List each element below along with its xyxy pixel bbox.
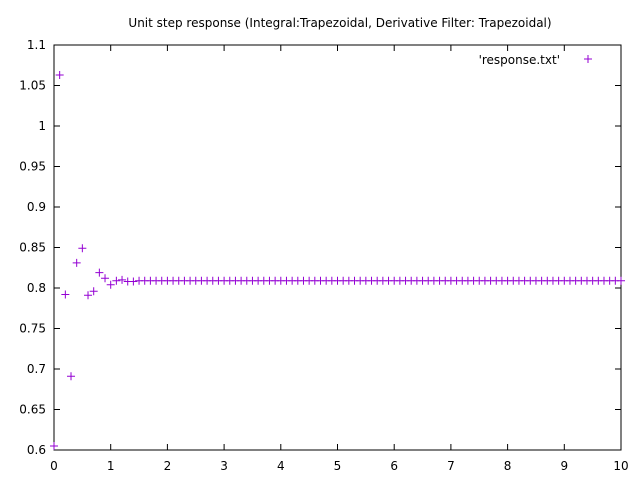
- data-point: [617, 276, 625, 285]
- data-points: [50, 70, 625, 450]
- data-point: [129, 277, 138, 286]
- data-point: [50, 441, 58, 450]
- y-tick-label: 0.75: [19, 322, 46, 336]
- y-tick-label: 0.9: [27, 200, 46, 214]
- data-point: [55, 70, 64, 79]
- data-point: [118, 275, 127, 284]
- x-tick-label: 4: [277, 459, 285, 473]
- y-tick-label: 0.65: [19, 403, 46, 417]
- x-tick-label: 8: [504, 459, 512, 473]
- data-point: [112, 276, 121, 285]
- legend: 'response.txt': [479, 53, 592, 67]
- data-point: [101, 274, 110, 283]
- legend-label: 'response.txt': [479, 53, 560, 67]
- data-point: [78, 244, 87, 253]
- x-tick-label: 1: [107, 459, 115, 473]
- chart-title: Unit step response (Integral:Trapezoidal…: [128, 16, 551, 30]
- x-tick-label: 7: [447, 459, 455, 473]
- y-tick-label: 0.95: [19, 160, 46, 174]
- y-tick-label: 1.05: [19, 79, 46, 93]
- y-tick-label: 1.1: [27, 38, 46, 52]
- y-tick-label: 0.6: [27, 443, 46, 457]
- y-tick-label: 0.7: [27, 362, 46, 376]
- axes: [53, 44, 622, 451]
- x-tick-label: 3: [220, 459, 228, 473]
- x-tick-label: 6: [390, 459, 398, 473]
- x-tick-label: 5: [334, 459, 342, 473]
- x-tick-label: 2: [164, 459, 172, 473]
- data-point: [61, 290, 70, 299]
- legend-marker: [584, 55, 592, 63]
- data-point: [89, 287, 98, 296]
- x-tick-label: 9: [560, 459, 568, 473]
- x-tick-label: 0: [50, 459, 58, 473]
- plot-border: [53, 44, 622, 451]
- ticks: 0 1 2 3 4 5 6 7 8 9 10 0.6 0.65 0.7 0.75 0.8 0.85 0.9 0.95…: [19, 38, 628, 473]
- y-tick-label: 0.8: [27, 281, 46, 295]
- data-point: [106, 280, 115, 289]
- y-tick-label: 1: [38, 119, 46, 133]
- data-point: [67, 372, 76, 381]
- x-tick-label: 10: [613, 459, 628, 473]
- y-tick-label: 0.85: [19, 241, 46, 255]
- data-point: [84, 291, 93, 300]
- data-point: [95, 268, 104, 277]
- data-point: [72, 258, 81, 267]
